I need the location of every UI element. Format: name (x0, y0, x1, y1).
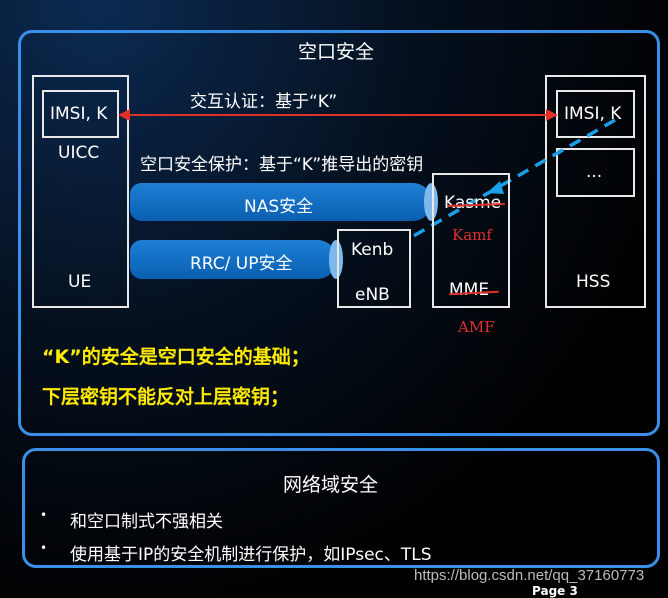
hss-sim-label: IMSI, K (564, 104, 622, 124)
ue-sim-label: IMSI, K (50, 104, 108, 124)
air-interface-panel (18, 30, 660, 436)
hss-box (545, 75, 646, 308)
amf-annotation: AMF (458, 318, 495, 336)
enb-box (337, 229, 411, 308)
nas-security-pipe (130, 183, 438, 221)
page-number: Page 3 (532, 584, 578, 598)
protection-label: 空口安全保护：基于“K”推导出的密钥 (140, 155, 424, 175)
hss-sim-box (556, 90, 635, 138)
bullet-icon: • (40, 508, 48, 522)
nas-security-label: NAS安全 (244, 197, 314, 217)
hss-label: HSS (576, 272, 611, 292)
panel-title: 空口安全 (298, 41, 375, 63)
kamf-annotation: Kamf (452, 226, 492, 244)
network-domain-title: 网络域安全 (283, 474, 379, 496)
enb-label: eNB (355, 285, 390, 305)
bullet-2: 使用基于IP的安全机制进行保护，如IPsec、TLS (70, 545, 432, 565)
rrc-up-security-label: RRC/ UP安全 (190, 254, 293, 274)
dashed-arrow-icon (409, 118, 616, 240)
mme-label: MME (449, 280, 490, 300)
hss-more-label: ... (586, 162, 603, 182)
bullet-1: 和空口制式不强相关 (70, 512, 223, 532)
note-1: “K”的安全是空口安全的基础； (42, 346, 310, 368)
note-2: 下层密钥不能反对上层密钥； (42, 386, 290, 408)
mme-box (432, 173, 510, 308)
uicc-label: UICC (58, 143, 100, 163)
network-domain-panel (22, 448, 660, 568)
double-arrow-icon (118, 109, 558, 121)
kenb-label: Kenb (351, 240, 394, 260)
rrc-up-security-pipe (130, 240, 343, 279)
hss-more-box (556, 148, 635, 197)
ue-box (32, 75, 129, 308)
ue-sim-box (42, 90, 119, 138)
ue-label: UE (68, 272, 92, 292)
mutual-auth-label: 交互认证：基于“K” (190, 92, 338, 112)
watermark: https://blog.csdn.net/qq_37160773 (414, 567, 645, 584)
kasme-label: Kasme (444, 193, 502, 213)
bullet-icon: • (40, 541, 48, 555)
